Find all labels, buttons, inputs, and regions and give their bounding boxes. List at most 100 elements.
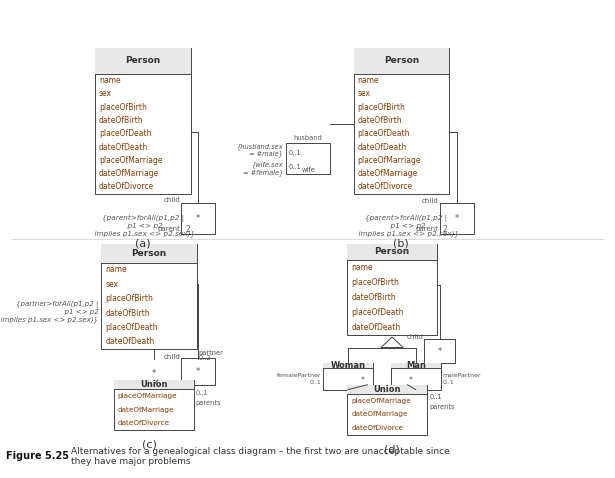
Text: child: child (164, 354, 180, 359)
Text: dateOfDivorce: dateOfDivorce (357, 183, 413, 192)
Text: 0..1: 0..1 (288, 163, 301, 170)
Text: (c): (c) (141, 440, 157, 449)
Text: parent: parent (157, 227, 180, 232)
Text: dateOfDivorce: dateOfDivorce (351, 425, 403, 431)
Bar (391, 363, 441, 368)
Text: dateOfBirth: dateOfBirth (351, 293, 396, 302)
Text: placeOfMarriage: placeOfMarriage (351, 398, 411, 404)
Text: dateOfMarriage: dateOfMarriage (117, 407, 174, 413)
Text: placeOfDeath: placeOfDeath (351, 308, 403, 317)
Text: 0..1: 0..1 (429, 394, 442, 401)
Bar (101, 244, 197, 263)
Text: {parent>forAll(p1,p2 |
  p1 <> p2
  implies p1.sex <> p2.sex)}: {parent>forAll(p1,p2 | p1 <> p2 implies … (90, 215, 196, 237)
Text: placeOfBirth: placeOfBirth (351, 278, 399, 287)
Bar (323, 363, 373, 390)
Text: 2: 2 (185, 225, 190, 234)
Text: dateOfDeath: dateOfDeath (357, 142, 407, 152)
Bar (347, 385, 427, 435)
Text: parents: parents (429, 404, 454, 411)
Bar (354, 48, 449, 194)
Bar (286, 143, 330, 174)
Text: dateOfDeath: dateOfDeath (99, 142, 148, 152)
Text: {partner>forAll(p1,p2 |
  p1 <> p2
  implies p1.sex <> p2.sex)}: {partner>forAll(p1,p2 | p1 <> p2 implies… (0, 301, 98, 323)
Bar (347, 244, 437, 335)
Bar (181, 358, 215, 385)
Text: malePartner: malePartner (443, 373, 482, 378)
Text: 2: 2 (443, 225, 448, 234)
Text: {parent>forAll(p1,p2 |
  p1 <> p2
  implies p1.sex <> p2.sex)}: {parent>forAll(p1,p2 | p1 <> p2 implies … (354, 215, 459, 237)
Text: (b): (b) (394, 239, 409, 249)
Text: dateOfMarriage: dateOfMarriage (357, 169, 418, 178)
Text: partner: partner (199, 350, 223, 356)
Bar (347, 385, 427, 394)
Text: placeOfDeath: placeOfDeath (357, 130, 410, 138)
Text: placeOfBirth: placeOfBirth (357, 103, 405, 112)
Text: dateOfDeath: dateOfDeath (105, 337, 154, 346)
Text: dateOfBirth: dateOfBirth (99, 116, 144, 125)
Text: *: * (196, 367, 200, 376)
Bar (354, 48, 449, 74)
Text: sex: sex (105, 280, 118, 289)
Text: 0..1: 0..1 (309, 380, 321, 385)
Text: name: name (99, 76, 121, 85)
Text: wife: wife (301, 167, 315, 173)
Text: name: name (357, 76, 379, 85)
Text: 0..1: 0..1 (196, 390, 208, 396)
Text: *: * (438, 347, 442, 356)
Text: dateOfDivorce: dateOfDivorce (117, 420, 170, 426)
Text: femalePartner: femalePartner (277, 373, 321, 378)
Text: {wife.sex
= #female}: {wife.sex = #female} (242, 162, 283, 176)
Text: sex: sex (99, 89, 112, 98)
Bar (95, 48, 191, 194)
Text: parents: parents (196, 400, 221, 406)
Text: dateOfBirth: dateOfBirth (105, 308, 150, 317)
Text: 0..1: 0..1 (443, 380, 454, 385)
Text: sex: sex (357, 89, 370, 98)
Text: placeOfMarriage: placeOfMarriage (99, 156, 162, 165)
Text: Man: Man (406, 361, 426, 370)
Text: *: * (152, 369, 156, 378)
Text: dateOfMarriage: dateOfMarriage (351, 412, 408, 417)
Text: Woman: Woman (331, 361, 365, 370)
Text: *: * (360, 377, 365, 385)
Text: *: * (196, 214, 200, 223)
Text: placeOfBirth: placeOfBirth (105, 294, 153, 303)
Bar (114, 380, 194, 389)
Bar (323, 363, 373, 368)
Text: parent: parent (416, 227, 438, 232)
Text: child: child (422, 198, 438, 204)
Text: 0..2: 0..2 (199, 355, 212, 360)
Text: Union: Union (140, 380, 167, 389)
Text: name: name (105, 265, 127, 274)
Text: dateOfMarriage: dateOfMarriage (99, 169, 159, 178)
Text: *: * (408, 377, 413, 385)
Bar (181, 203, 215, 234)
Text: Union: Union (374, 385, 401, 394)
Bar (391, 363, 441, 390)
Text: Person: Person (384, 56, 419, 65)
Text: {husband.sex
= #male}: {husband.sex = #male} (236, 143, 283, 157)
Text: Person: Person (132, 249, 167, 258)
Bar (114, 380, 194, 430)
Text: dateOfDivorce: dateOfDivorce (99, 183, 154, 192)
Polygon shape (381, 337, 403, 348)
Text: (d): (d) (384, 445, 400, 454)
Text: placeOfDeath: placeOfDeath (105, 323, 157, 332)
Text: name: name (351, 263, 373, 272)
Text: husband: husband (294, 135, 322, 141)
Text: Alternatives for a genealogical class diagram – the first two are unacceptable s: Alternatives for a genealogical class di… (71, 447, 450, 466)
Text: placeOfDeath: placeOfDeath (99, 130, 151, 138)
Text: *: * (454, 214, 459, 223)
Text: Figure 5.25: Figure 5.25 (6, 452, 69, 461)
Text: placeOfMarriage: placeOfMarriage (357, 156, 421, 165)
Text: dateOfDeath: dateOfDeath (351, 323, 400, 332)
Text: placeOfMarriage: placeOfMarriage (117, 393, 177, 399)
Text: (a): (a) (135, 239, 151, 249)
Text: Person: Person (125, 56, 161, 65)
Text: child: child (164, 197, 180, 203)
Text: dateOfBirth: dateOfBirth (357, 116, 402, 125)
Text: Person: Person (375, 248, 410, 257)
Text: child: child (407, 335, 423, 340)
Bar (95, 48, 191, 74)
Bar (101, 244, 197, 349)
